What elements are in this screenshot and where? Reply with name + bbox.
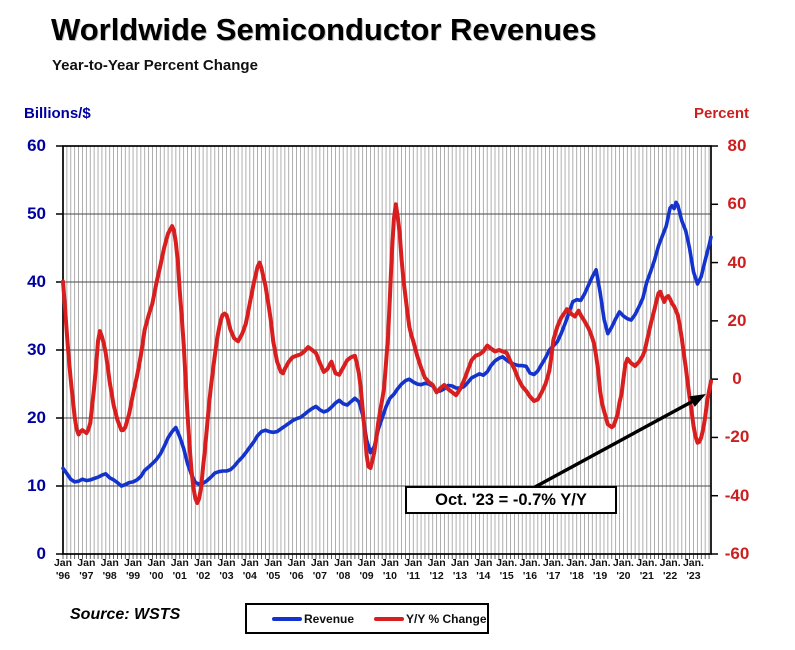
page-title: Worldwide Semiconductor Revenues xyxy=(51,12,597,47)
x-axis-label-97: Jan '97 xyxy=(77,557,96,582)
revenue-line xyxy=(61,200,713,488)
left-axis-label-40: 40 xyxy=(27,272,46,291)
legend-revenue-swatch xyxy=(272,616,302,621)
annotation-arrowhead xyxy=(689,394,706,407)
x-axis-label-96: Jan '96 xyxy=(53,557,73,582)
yy-change-line xyxy=(61,202,713,505)
x-axis-label-15: Jan. '15 xyxy=(496,557,518,582)
x-axis-label-13: Jan '13 xyxy=(450,557,470,582)
x-axis-label-21: Jan. '21 xyxy=(636,557,658,582)
x-axis-label-20: Jan. '20 xyxy=(612,557,634,582)
right-axis-label-20: 20 xyxy=(727,310,747,330)
left-axis-label-50: 50 xyxy=(27,204,46,223)
left-axis-label-20: 20 xyxy=(27,408,46,427)
left-axis-title: Billions/$ xyxy=(24,105,91,122)
x-axis-label-02: Jan '02 xyxy=(194,557,213,582)
x-axis-label-11: Jan '11 xyxy=(404,557,423,582)
x-axis-label-16: Jan. '16 xyxy=(519,557,541,582)
x-axis-label-18: Jan. '18 xyxy=(566,557,588,582)
right-axis-label--20: -20 xyxy=(724,427,750,447)
x-axis-label-00: Jan '00 xyxy=(147,557,166,582)
left-axis-label-60: 60 xyxy=(27,136,46,155)
right-axis-label-0: 0 xyxy=(732,369,742,389)
page-subtitle: Year-to-Year Percent Change xyxy=(52,57,258,74)
x-axis-label-04: Jan '04 xyxy=(240,557,259,582)
annotation-arrow-line xyxy=(534,398,696,489)
x-axis-label-01: Jan '01 xyxy=(170,557,189,582)
x-axis-label-23: Jan. '23 xyxy=(682,557,704,582)
right-axis-label-60: 60 xyxy=(727,194,747,214)
right-axis-label--60: -60 xyxy=(724,544,750,563)
legend: Revenue Y/Y % Change xyxy=(245,603,489,634)
x-axis-label-19: Jan. '19 xyxy=(589,557,611,582)
right-axis-label-80: 80 xyxy=(727,136,747,155)
source-note: Source: WSTS xyxy=(70,606,181,623)
annotation-text: Oct. '23 = -0.7% Y/Y xyxy=(435,490,587,509)
x-axis-label-22: Jan. '22 xyxy=(659,557,681,582)
right-axis-title: Percent xyxy=(694,105,750,122)
x-axis-label-12: Jan '12 xyxy=(427,557,446,582)
x-axis-label-99: Jan '99 xyxy=(124,557,143,582)
x-axis-label-03: Jan '03 xyxy=(217,557,236,582)
left-axis-label-30: 30 xyxy=(27,340,46,359)
right-axis-label--40: -40 xyxy=(724,485,750,505)
left-axis-label-0: 0 xyxy=(36,544,46,563)
x-axis-label-08: Jan '08 xyxy=(334,557,353,582)
x-axis-label-09: Jan '09 xyxy=(357,557,376,582)
left-axis-label-10: 10 xyxy=(27,476,46,495)
legend-yy-label: Y/Y % Change xyxy=(406,611,487,626)
x-axis-label-05: Jan '05 xyxy=(264,557,283,582)
annotation-box: Oct. '23 = -0.7% Y/Y xyxy=(405,486,617,514)
x-axis-label-14: Jan '14 xyxy=(474,557,493,582)
legend-revenue-label: Revenue xyxy=(304,611,355,626)
x-axis-label-06: Jan '06 xyxy=(287,557,306,582)
legend-yy-swatch xyxy=(374,616,405,621)
right-axis-label-40: 40 xyxy=(727,252,747,272)
x-axis-label-98: Jan '98 xyxy=(100,557,119,582)
x-axis-label-17: Jan. '17 xyxy=(542,557,564,582)
x-axis-label-07: Jan '07 xyxy=(310,557,329,582)
x-axis-label-10: Jan '10 xyxy=(380,557,399,582)
